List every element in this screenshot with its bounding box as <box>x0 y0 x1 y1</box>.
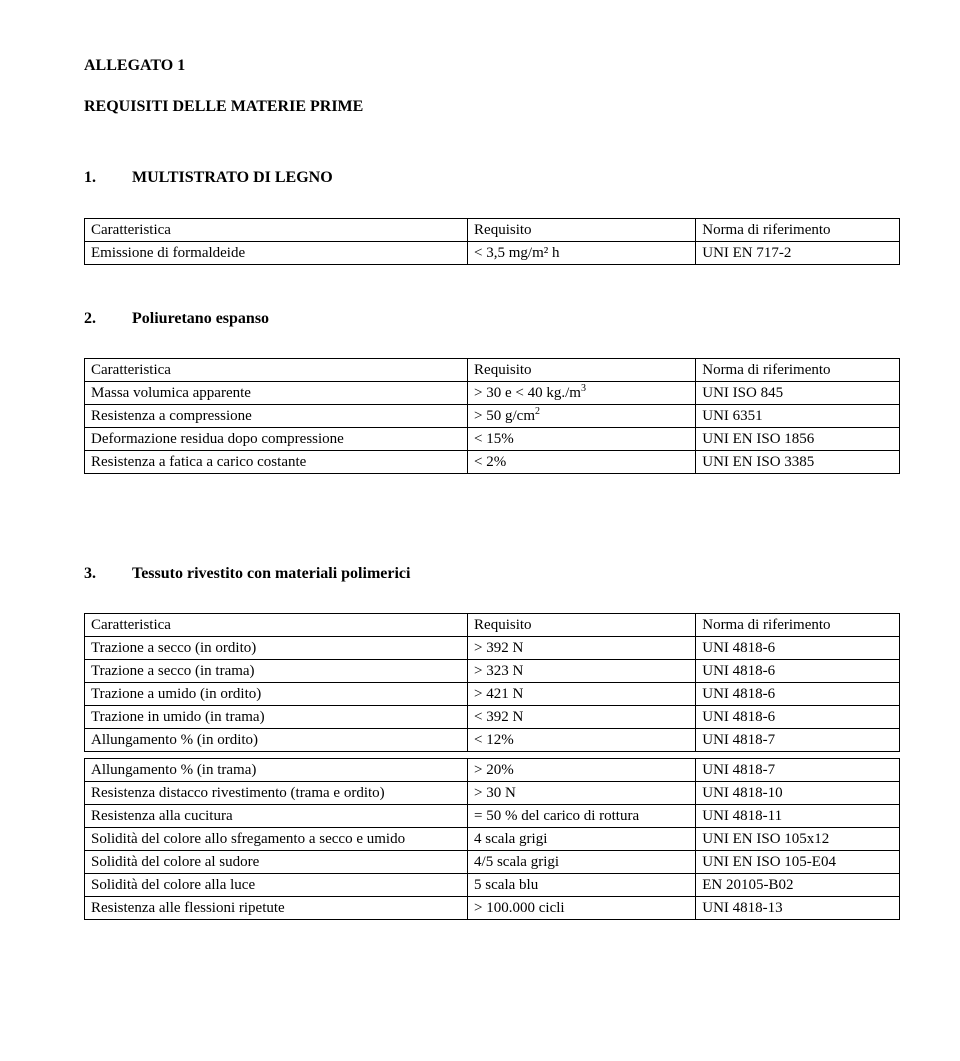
td-norma: UNI 4818-13 <box>696 896 900 919</box>
th-norma: Norma di riferimento <box>696 358 900 381</box>
section-2: 2.Poliuretano espanso Caratteristica Req… <box>84 309 900 474</box>
th-requisito: Requisito <box>468 613 696 636</box>
table-row: Caratteristica Requisito Norma di riferi… <box>85 613 900 636</box>
table-row: Trazione a umido (in ordito) > 421 N UNI… <box>85 682 900 705</box>
td-caratteristica: Allungamento % (in trama) <box>85 758 468 781</box>
td-caratteristica: Trazione a umido (in ordito) <box>85 682 468 705</box>
section-1: 1.MULTISTRATO DI LEGNO Caratteristica Re… <box>84 168 900 264</box>
table-2: Caratteristica Requisito Norma di riferi… <box>84 358 900 474</box>
section-1-num: 1. <box>84 168 132 187</box>
td-norma: UNI 4818-6 <box>696 705 900 728</box>
table-row: Trazione a secco (in trama) > 323 N UNI … <box>85 659 900 682</box>
td-norma: UNI 6351 <box>696 404 900 427</box>
td-requisito: > 50 g/cm2 <box>468 404 696 427</box>
table-row: Allungamento % (in trama) > 20% UNI 4818… <box>85 758 900 781</box>
td-caratteristica: Resistenza alla cucitura <box>85 804 468 827</box>
section-3-name: Tessuto rivestito con materiali polimeri… <box>132 565 410 582</box>
td-requisito: > 392 N <box>468 636 696 659</box>
table-row: Solidità del colore al sudore 4/5 scala … <box>85 850 900 873</box>
section-2-title: 2.Poliuretano espanso <box>84 309 900 328</box>
th-caratteristica: Caratteristica <box>85 613 468 636</box>
td-caratteristica: Solidità del colore al sudore <box>85 850 468 873</box>
th-norma: Norma di riferimento <box>696 218 900 241</box>
section-3-title: 3.Tessuto rivestito con materiali polime… <box>84 564 900 583</box>
td-caratteristica: Trazione a secco (in trama) <box>85 659 468 682</box>
table-row: Massa volumica apparente > 30 e < 40 kg.… <box>85 381 900 404</box>
td-requisito: < 3,5 mg/m² h <box>468 241 696 264</box>
td-requisito: = 50 % del carico di rottura <box>468 804 696 827</box>
table-row: Resistenza a compressione > 50 g/cm2 UNI… <box>85 404 900 427</box>
table-row: Solidità del colore alla luce 5 scala bl… <box>85 873 900 896</box>
allegato-heading: ALLEGATO 1 <box>84 56 900 75</box>
td-caratteristica: Allungamento % (in ordito) <box>85 728 468 751</box>
td-requisito: > 30 e < 40 kg./m3 <box>468 381 696 404</box>
requisiti-heading: REQUISITI DELLE MATERIE PRIME <box>84 97 900 116</box>
table-row: Resistenza alle flessioni ripetute > 100… <box>85 896 900 919</box>
th-norma: Norma di riferimento <box>696 613 900 636</box>
td-requisito: > 100.000 cicli <box>468 896 696 919</box>
td-caratteristica: Emissione di formaldeide <box>85 241 468 264</box>
td-norma: UNI 4818-6 <box>696 682 900 705</box>
table-row: Emissione di formaldeide < 3,5 mg/m² h U… <box>85 241 900 264</box>
td-caratteristica: Deformazione residua dopo compressione <box>85 427 468 450</box>
td-norma: UNI 4818-6 <box>696 659 900 682</box>
td-norma: EN 20105-B02 <box>696 873 900 896</box>
table-row: Trazione a secco (in ordito) > 392 N UNI… <box>85 636 900 659</box>
table-row: Resistenza a fatica a carico costante < … <box>85 450 900 473</box>
table-3b: Allungamento % (in trama) > 20% UNI 4818… <box>84 758 900 920</box>
table-row: Caratteristica Requisito Norma di riferi… <box>85 358 900 381</box>
td-requisito: > 20% <box>468 758 696 781</box>
td-caratteristica: Solidità del colore alla luce <box>85 873 468 896</box>
td-norma: UNI 4818-10 <box>696 781 900 804</box>
table-1: Caratteristica Requisito Norma di riferi… <box>84 218 900 265</box>
td-norma: UNI EN ISO 3385 <box>696 450 900 473</box>
td-requisito: > 30 N <box>468 781 696 804</box>
th-caratteristica: Caratteristica <box>85 218 468 241</box>
table-3a: Caratteristica Requisito Norma di riferi… <box>84 613 900 752</box>
td-requisito: < 15% <box>468 427 696 450</box>
table-row: Caratteristica Requisito Norma di riferi… <box>85 218 900 241</box>
section-2-num: 2. <box>84 309 132 328</box>
section-2-name: Poliuretano espanso <box>132 310 269 327</box>
td-norma: UNI EN ISO 105-E04 <box>696 850 900 873</box>
td-norma: UNI 4818-7 <box>696 758 900 781</box>
td-requisito: 4 scala grigi <box>468 827 696 850</box>
table-row: Trazione in umido (in trama) < 392 N UNI… <box>85 705 900 728</box>
td-norma: UNI ISO 845 <box>696 381 900 404</box>
table-row: Deformazione residua dopo compressione <… <box>85 427 900 450</box>
th-requisito: Requisito <box>468 218 696 241</box>
td-caratteristica: Resistenza alle flessioni ripetute <box>85 896 468 919</box>
section-1-name: MULTISTRATO DI LEGNO <box>132 169 333 186</box>
td-requisito: 4/5 scala grigi <box>468 850 696 873</box>
td-requisito: > 323 N <box>468 659 696 682</box>
td-caratteristica: Resistenza a fatica a carico costante <box>85 450 468 473</box>
td-norma: UNI EN ISO 1856 <box>696 427 900 450</box>
section-3-num: 3. <box>84 564 132 583</box>
td-requisito: < 2% <box>468 450 696 473</box>
table-row: Resistenza alla cucitura = 50 % del cari… <box>85 804 900 827</box>
table-row: Allungamento % (in ordito) < 12% UNI 481… <box>85 728 900 751</box>
td-norma: UNI EN ISO 105x12 <box>696 827 900 850</box>
td-caratteristica: Massa volumica apparente <box>85 381 468 404</box>
td-caratteristica: Resistenza distacco rivestimento (trama … <box>85 781 468 804</box>
section-3: 3.Tessuto rivestito con materiali polime… <box>84 564 900 920</box>
td-caratteristica: Solidità del colore allo sfregamento a s… <box>85 827 468 850</box>
td-requisito: > 421 N <box>468 682 696 705</box>
td-norma: UNI 4818-6 <box>696 636 900 659</box>
td-norma: UNI 4818-11 <box>696 804 900 827</box>
td-norma: UNI EN 717-2 <box>696 241 900 264</box>
section-1-title: 1.MULTISTRATO DI LEGNO <box>84 168 900 187</box>
td-requisito: < 12% <box>468 728 696 751</box>
td-caratteristica: Resistenza a compressione <box>85 404 468 427</box>
table-row: Resistenza distacco rivestimento (trama … <box>85 781 900 804</box>
td-norma: UNI 4818-7 <box>696 728 900 751</box>
td-caratteristica: Trazione in umido (in trama) <box>85 705 468 728</box>
th-caratteristica: Caratteristica <box>85 358 468 381</box>
table-row: Solidità del colore allo sfregamento a s… <box>85 827 900 850</box>
td-requisito: < 392 N <box>468 705 696 728</box>
td-caratteristica: Trazione a secco (in ordito) <box>85 636 468 659</box>
th-requisito: Requisito <box>468 358 696 381</box>
td-requisito: 5 scala blu <box>468 873 696 896</box>
